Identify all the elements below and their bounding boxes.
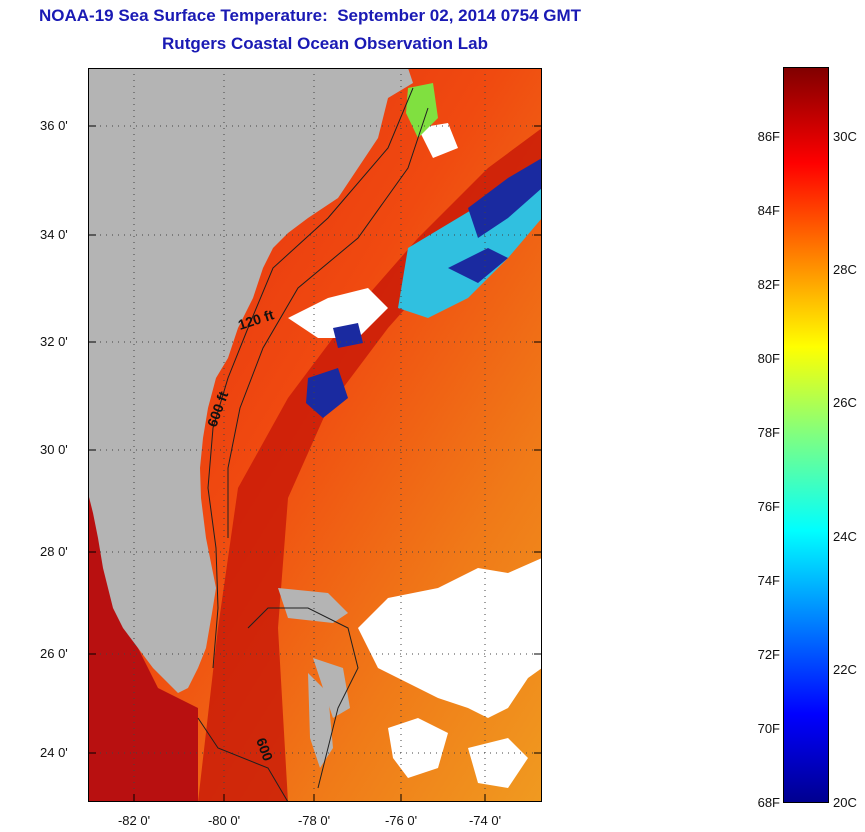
lat-lon-grid (88, 68, 542, 802)
colorbar-label-72f: 72F (757, 647, 780, 662)
cool-water-patch (468, 158, 542, 238)
contour-label-600: 600 (253, 736, 276, 764)
cloud-patch (418, 123, 458, 158)
bahamas-island (278, 588, 348, 623)
temperature-colorbar (783, 67, 829, 803)
colorbar-label-30c: 30C (833, 129, 857, 144)
cloud-patch (388, 718, 448, 778)
cloud-patch (288, 288, 388, 338)
lat-label-36: 36 0' (40, 118, 68, 133)
lat-label-24: 24 0' (40, 745, 68, 760)
colorbar-label-20c: 20C (833, 795, 857, 810)
colorbar-label-24c: 24C (833, 529, 857, 544)
depth-contours (197, 87, 429, 802)
colorbar-label-68f: 68F (757, 795, 780, 810)
lon-label-76: -76 0' (384, 813, 418, 828)
lon-label-80: -80 0' (207, 813, 241, 828)
colorbar-label-82f: 82F (757, 277, 780, 292)
sst-map: 120 ft 600 ft 600 (88, 68, 542, 802)
colorbar-label-74f: 74F (757, 573, 780, 588)
lon-label-74: -74 0' (468, 813, 502, 828)
map-title: NOAA-19 Sea Surface Temperature: Septemb… (38, 6, 582, 25)
cloud-patch (468, 738, 528, 788)
colorbar-label-76f: 76F (757, 499, 780, 514)
lon-label-78: -78 0' (297, 813, 331, 828)
map-ticks (88, 125, 542, 802)
lat-label-34: 34 0' (40, 227, 68, 242)
lat-label-28: 28 0' (40, 544, 68, 559)
map-frame (88, 68, 542, 802)
colorbar-label-22c: 22C (833, 662, 857, 677)
lat-label-26: 26 0' (40, 646, 68, 661)
colorbar-label-70f: 70F (757, 721, 780, 736)
lon-label-82: -82 0' (117, 813, 151, 828)
colorbar-label-26c: 26C (833, 395, 857, 410)
lat-label-30: 30 0' (40, 442, 68, 457)
cloud-patch (358, 558, 542, 718)
colorbar-label-78f: 78F (757, 425, 780, 440)
colorbar-label-80f: 80F (757, 351, 780, 366)
colorbar-label-28c: 28C (833, 262, 857, 277)
colorbar-label-86f: 86F (757, 129, 780, 144)
lat-label-32: 32 0' (40, 334, 68, 349)
cool-water-patch (306, 368, 348, 418)
land-area (88, 68, 413, 693)
cool-coastal-water (406, 83, 438, 138)
map-subtitle: Rutgers Coastal Ocean Observation Lab (162, 34, 488, 53)
colorbar-label-84f: 84F (757, 203, 780, 218)
cool-water-patch (448, 248, 508, 283)
